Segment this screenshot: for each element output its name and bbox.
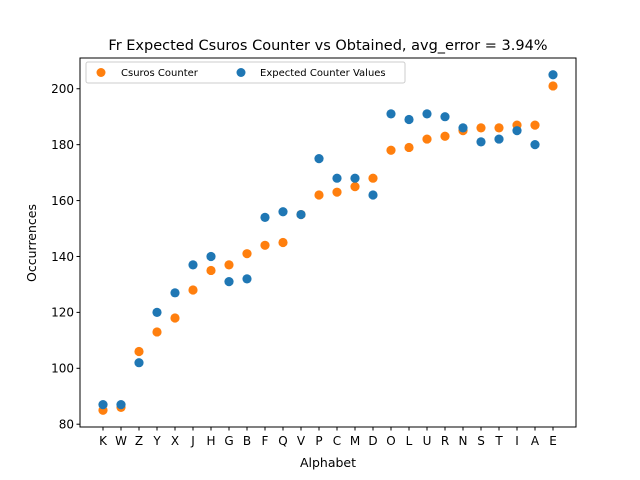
- x-tick-label: C: [333, 434, 341, 448]
- x-tick-label: I: [515, 434, 519, 448]
- point-expected: [404, 114, 414, 125]
- y-axis-label: Occurrences: [24, 204, 39, 282]
- y-tick-label: 200: [51, 82, 74, 96]
- y-tick-label: 100: [51, 362, 74, 376]
- point-csuros: [494, 123, 504, 133]
- x-tick-label: X: [171, 434, 179, 448]
- point-expected: [440, 112, 450, 122]
- x-tick-label: T: [494, 434, 503, 448]
- y-tick-label: 120: [51, 306, 74, 320]
- point-expected: [422, 109, 432, 119]
- point-expected: [98, 400, 108, 410]
- point-expected: [152, 307, 162, 317]
- x-tick-label: D: [368, 434, 377, 448]
- x-tick-label: J: [190, 434, 195, 448]
- y-tick-label: 180: [51, 138, 74, 152]
- x-tick-label: O: [386, 434, 395, 448]
- point-csuros: [206, 265, 216, 276]
- point-csuros: [314, 190, 324, 200]
- point-expected: [224, 277, 234, 287]
- x-tick-label: E: [549, 434, 557, 448]
- point-expected: [332, 173, 342, 183]
- point-expected: [278, 207, 288, 217]
- y-tick-label: 80: [59, 418, 74, 432]
- x-tick-label: Q: [278, 434, 287, 448]
- point-csuros: [422, 134, 432, 144]
- point-expected: [350, 173, 360, 183]
- point-csuros: [476, 123, 486, 133]
- point-expected: [206, 251, 216, 262]
- x-axis-label: Alphabet: [300, 455, 356, 470]
- x-tick-label: P: [315, 434, 322, 448]
- point-expected: [188, 260, 198, 270]
- chart-title: Fr Expected Csuros Counter vs Obtained, …: [108, 38, 547, 54]
- data-points: [98, 70, 558, 415]
- x-tick-label: S: [477, 434, 485, 448]
- point-expected: [512, 126, 522, 136]
- x-tick-label: U: [423, 434, 432, 448]
- x-tick-label: K: [99, 434, 108, 448]
- x-tick-label: N: [459, 434, 468, 448]
- point-expected: [386, 109, 396, 119]
- x-tick-label: Z: [135, 434, 143, 448]
- point-csuros: [278, 237, 288, 248]
- point-expected: [260, 212, 270, 222]
- point-csuros: [530, 120, 540, 130]
- point-expected: [116, 400, 126, 410]
- point-csuros: [242, 249, 252, 259]
- point-csuros: [188, 285, 198, 295]
- y-tick-label: 140: [51, 250, 74, 264]
- plot-area-frame: [79, 57, 577, 428]
- point-expected: [548, 70, 558, 80]
- point-expected: [530, 140, 540, 150]
- point-expected: [494, 134, 504, 144]
- point-csuros: [440, 131, 450, 141]
- x-tick-label: B: [243, 434, 251, 448]
- point-csuros: [152, 327, 162, 337]
- point-csuros: [368, 173, 378, 183]
- point-expected: [242, 274, 252, 284]
- x-tick-label: F: [262, 434, 269, 448]
- point-expected: [170, 288, 180, 298]
- point-expected: [458, 123, 468, 133]
- y-tick-label: 160: [51, 194, 74, 208]
- point-csuros: [332, 187, 342, 197]
- point-expected: [134, 358, 144, 368]
- point-csuros: [386, 145, 396, 155]
- x-tick-label: V: [297, 434, 306, 448]
- point-expected: [296, 209, 306, 220]
- y-axis: 80 100 120 140 160 180 200: [51, 82, 80, 432]
- legend-marker-csuros: [96, 68, 106, 77]
- x-tick-label: W: [115, 434, 127, 448]
- point-expected: [476, 137, 486, 147]
- point-csuros: [134, 346, 144, 357]
- x-tick-label: G: [224, 434, 233, 448]
- x-tick-label: L: [406, 434, 413, 448]
- point-csuros: [404, 142, 414, 153]
- point-csuros: [224, 260, 234, 270]
- point-csuros: [548, 81, 558, 91]
- x-tick-label: Y: [152, 434, 161, 448]
- point-expected: [314, 154, 324, 164]
- x-tick-label: H: [206, 434, 215, 448]
- legend-label-csuros: Csuros Counter: [121, 68, 199, 79]
- point-csuros: [350, 181, 360, 192]
- legend: Csuros Counter Expected Counter Values: [85, 61, 406, 84]
- legend-marker-expected: [236, 68, 246, 77]
- point-csuros: [170, 313, 180, 323]
- point-expected: [368, 190, 378, 200]
- x-tick-label: R: [441, 434, 449, 448]
- x-tick-label: M: [350, 434, 360, 448]
- point-csuros: [260, 240, 270, 250]
- legend-label-expected: Expected Counter Values: [260, 68, 386, 79]
- x-tick-label: A: [531, 434, 540, 448]
